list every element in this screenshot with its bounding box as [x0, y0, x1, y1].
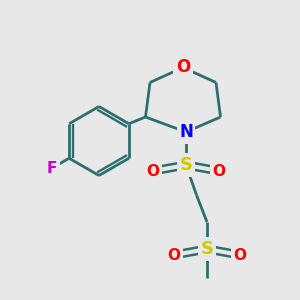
Text: S: S: [179, 156, 193, 174]
Text: N: N: [179, 123, 193, 141]
Text: O: O: [167, 248, 181, 262]
Text: O: O: [176, 58, 190, 76]
Text: O: O: [212, 164, 226, 178]
Text: F: F: [47, 160, 57, 175]
Text: S: S: [200, 240, 214, 258]
Text: O: O: [146, 164, 160, 178]
Text: O: O: [233, 248, 247, 262]
